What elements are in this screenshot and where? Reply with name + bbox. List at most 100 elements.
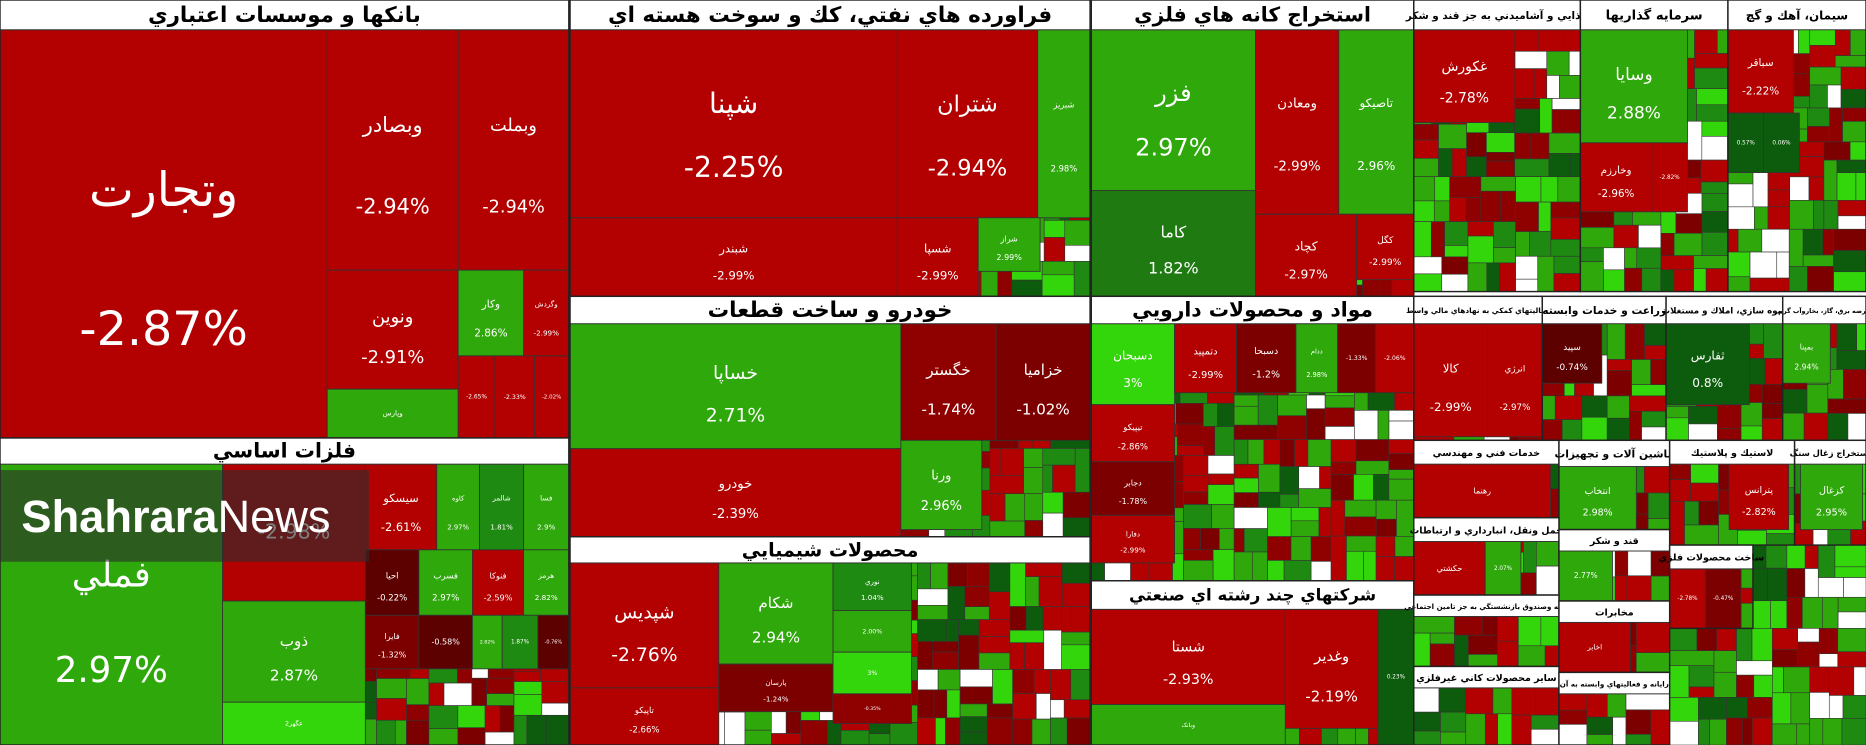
sector-title: فراورده هاي نفتي، كك و سوخت هسته اي [608,3,1052,28]
small-tile [1258,491,1281,508]
sector-border [1668,544,1754,630]
small-tile [958,634,980,670]
tile-change: 2.96% [1357,159,1395,173]
small-tile [1466,132,1487,158]
small-tile [1064,220,1091,246]
small-tile [1823,159,1838,201]
tile-name: فايرا [385,632,400,641]
tile [1579,142,1653,213]
tile [501,614,539,670]
sector-header [569,0,1091,31]
small-tile [1183,475,1209,493]
small-tile [1537,255,1555,292]
small-tile [1624,323,1645,360]
sector-border [0,437,570,745]
small-tile [1818,653,1839,668]
small-tile [1009,606,1027,631]
small-tile [1518,645,1546,667]
small-tile [1211,504,1235,529]
small-tile [1767,567,1788,602]
small-tile [1441,256,1469,275]
small-tile [1043,220,1066,238]
small-tile [1834,566,1866,578]
small-tile [1796,723,1811,745]
small-tile [1233,477,1259,493]
sector-title: سيمان، آهك و گچ [1746,8,1848,24]
tile [0,29,328,439]
tile-change: -2.99% [1120,546,1145,555]
tile [326,29,459,271]
tile-change: -1.24% [763,694,788,703]
small-tile [1183,528,1201,551]
small-tile [1042,606,1062,631]
small-tile [1737,228,1763,253]
tile-name: ذوب [280,632,308,650]
small-tile [1497,616,1519,642]
small-tile [457,705,486,729]
small-tile [1042,448,1076,466]
small-tile [1606,395,1630,419]
small-tile [1701,193,1729,212]
small-tile [1258,463,1281,493]
small-tile [1233,439,1249,465]
sector-border [1793,439,1866,546]
tile-change: -2.99% [1274,159,1321,174]
small-tile [1698,697,1727,720]
small-tile [1413,730,1441,745]
tile-name: پترانس [1745,485,1774,496]
small-tile [1183,455,1209,476]
small-tile [457,727,486,745]
small-tile [986,717,1013,745]
small-tile [1772,628,1799,651]
small-tile [1042,512,1064,538]
small-tile [980,267,999,297]
tile-change: 3% [1123,376,1142,390]
sector-title: بانکها و موسسات اعتباري [148,3,421,28]
small-tile [1631,359,1651,385]
small-tile [1307,439,1332,467]
tile-change: 2.71% [706,406,766,427]
tile-change: -1.32% [378,650,407,659]
small-tile [1694,67,1729,90]
small-tile [1727,251,1751,278]
small-tile [1024,642,1045,670]
tile-name: کالا [1443,361,1459,375]
tile-name: شپنا [709,87,758,120]
small-tile [1530,714,1560,730]
tile-name: وخارزم [1601,164,1632,176]
tile [457,29,570,271]
small-tile [1606,417,1630,441]
tile-name: سباقر [1747,57,1774,69]
small-tile [1000,448,1025,476]
small-tile [1290,536,1312,561]
small-tile [1493,247,1516,264]
small-tile [1809,66,1842,86]
small-tile [771,733,802,745]
small-tile [1782,389,1808,414]
small-tile [1836,172,1857,201]
small-tile [1696,628,1718,651]
small-tile [1363,550,1377,582]
small-tile [1217,403,1235,427]
small-tile [1763,323,1783,359]
sector-title: خودرو و ساخت قطعات [708,298,953,323]
small-tile [1306,408,1326,440]
tile [569,562,720,689]
small-tile [1486,262,1501,292]
tile-name: سپيد [1563,343,1581,353]
small-tile [1740,425,1763,441]
small-tile [959,669,993,688]
small-tile [959,731,988,745]
tile-change: -2.39% [712,507,759,522]
small-tile [1669,628,1698,651]
small-tile [978,652,1011,670]
small-tile [1330,474,1354,501]
sector-header [0,437,570,465]
sector-title: خدمات فني و مهندسي [1433,448,1541,459]
small-tile [1290,520,1320,537]
tile-name: کاما [1161,222,1187,241]
small-tile [917,641,933,670]
small-tile [1669,650,1715,667]
tile-change: -2.61% [381,520,422,534]
tile [326,269,459,390]
